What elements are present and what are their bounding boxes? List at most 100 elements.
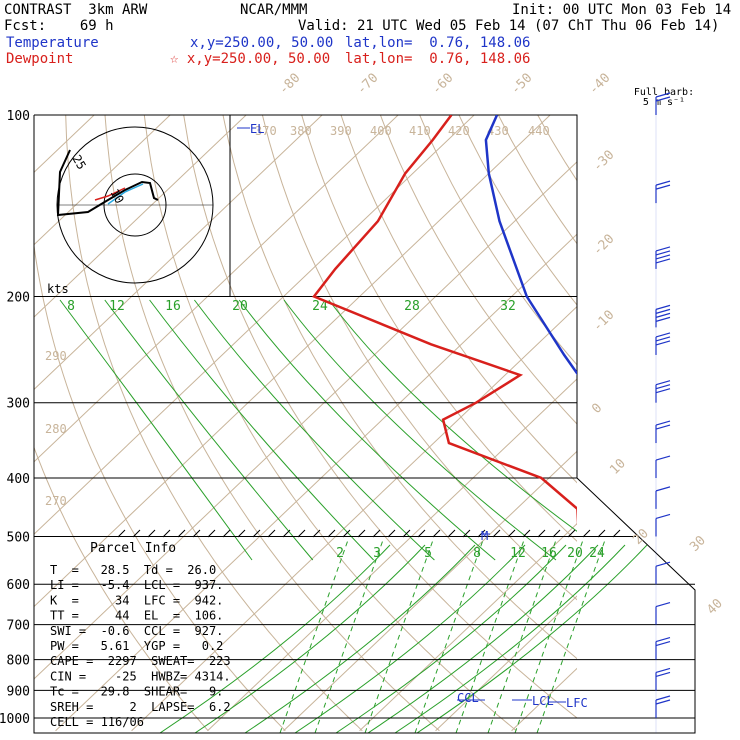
isotherm-line <box>283 450 577 732</box>
isotherm-label: -30 <box>590 148 617 175</box>
wind-barb-flag <box>655 304 671 310</box>
mixing-ratio-label: 12 <box>510 546 526 561</box>
dry-adiabat-line <box>143 115 517 732</box>
moist-adiabat-line <box>194 544 426 733</box>
wind-barb-flag <box>655 486 671 492</box>
mixing-ratio-line <box>279 539 349 733</box>
wind-barb-flag <box>655 254 671 260</box>
dewpoint-xy: ☆ x,y=250.00, 50.00 <box>170 51 331 67</box>
dewpoint-profile-line <box>312 115 577 526</box>
wind-barb-flag <box>655 96 671 102</box>
isotherm-label: -80 <box>276 71 303 98</box>
isotherm-line <box>435 595 577 732</box>
model-label: CONTRAST 3km ARW <box>4 2 148 18</box>
moist-adiabat-label: 12 <box>109 299 125 314</box>
pressure-tick-label: 100 <box>7 109 30 124</box>
potential-temp-label: 420 <box>448 124 470 138</box>
parcel-info-row: TT = 44 EL = 106. <box>50 609 223 623</box>
moist-adiabat-line <box>104 299 314 561</box>
wind-barb-flag <box>655 671 671 677</box>
mixing-ratio-line <box>514 539 584 733</box>
mixing-ratio-label: 8 <box>473 546 481 561</box>
moist-adiabat-line <box>294 544 526 733</box>
hodograph-ring-label: 10 <box>107 187 126 207</box>
wind-barb-flag <box>655 636 671 643</box>
mixing-ratio-label: 16 <box>541 546 557 561</box>
moist-adiabat-label: 20 <box>232 299 248 314</box>
mixing-ratio-line <box>314 539 384 733</box>
dry-adiabat-line <box>34 446 209 732</box>
moist-adiabat-label: 16 <box>165 299 181 314</box>
hodograph-ring-label: 25 <box>69 153 88 173</box>
mixing-ratio-line <box>487 539 557 733</box>
wind-barb-flag <box>655 695 671 701</box>
wind-barb-flag <box>655 180 671 186</box>
isotherm-label: 40 <box>704 596 726 618</box>
pressure-tick-label: 600 <box>7 578 30 593</box>
wind-barb-flag <box>655 699 671 705</box>
wind-barb-flag <box>655 184 671 190</box>
barb-legend-line2: 5 m s⁻¹ <box>643 97 685 108</box>
freezing-level-hatch <box>117 529 621 538</box>
hodograph-mean-wind <box>107 183 144 205</box>
parcel-info-row: K = 34 LFC = 942. <box>50 593 223 607</box>
mixing-ratio-line <box>536 539 606 733</box>
level-marker-label: CCL <box>457 691 479 705</box>
potential-temp-label: 440 <box>528 124 550 138</box>
dry-adiabat-line <box>183 115 577 719</box>
parcel-info-row: CAPE = 2297 SWEAT= 223 <box>50 654 231 668</box>
parcel-info-row: PW = 5.61 YGP = 0.2 <box>50 639 223 653</box>
parcel-info-row: Tc = 29.8 SHEAR= 9. <box>50 685 223 699</box>
moist-adiabat-line <box>394 544 626 733</box>
isotherm-line <box>34 115 399 463</box>
level-marker-label: M <box>481 529 488 543</box>
isotherm-line <box>131 305 577 732</box>
forecast-hour: Fcst: 69 h <box>4 18 114 34</box>
moist-adiabat-line <box>159 544 391 733</box>
moist-adiabat-label: 8 <box>67 299 75 314</box>
dewpoint-latlon: lat,lon= 0.76, 148.06 <box>345 51 531 67</box>
dry-adiabat-line <box>379 115 577 425</box>
dry-adiabat-line <box>34 242 286 732</box>
wind-barb-flag <box>655 380 671 386</box>
dry-adiabat-line <box>301 115 577 542</box>
wind-barb-flag <box>655 513 671 520</box>
temperature-profile-line <box>484 115 577 376</box>
dry-adiabat-line <box>600 87 740 730</box>
moist-adiabat-line <box>335 544 567 733</box>
moist-adiabat-line <box>416 544 648 733</box>
isotherm-line <box>34 115 171 246</box>
wind-barb-flag <box>655 308 671 314</box>
wind-barb-flag <box>655 316 671 322</box>
dry-adiabat-line <box>419 115 577 366</box>
wind-barb-flag <box>655 602 671 608</box>
wind-barb-flag <box>655 640 671 647</box>
pressure-tick-label: 200 <box>7 291 30 306</box>
isotherm-line <box>34 115 551 608</box>
wind-barb-flag <box>655 424 671 430</box>
dry-adiabat-line <box>676 87 740 730</box>
potential-temp-label: 400 <box>370 124 392 138</box>
potential-temp-label: 390 <box>330 124 352 138</box>
barb-legend-line1: Full barb: <box>634 87 694 98</box>
isotherm-line <box>588 87 740 730</box>
dry-adiabat-line <box>65 115 363 732</box>
dry-adiabat-line <box>104 115 440 732</box>
plot-frame <box>33 114 696 734</box>
potential-temp-label: 380 <box>290 124 312 138</box>
pressure-tick-label: 500 <box>7 530 30 545</box>
isotherm-label: -50 <box>508 71 535 98</box>
moist-adiabat-line <box>149 299 374 561</box>
dry-adiabat-line <box>340 115 577 484</box>
mixing-ratio-label: 5 <box>424 546 432 561</box>
wind-barb-flag <box>655 340 671 346</box>
mixing-ratio-label: 20 <box>567 546 583 561</box>
pressure-tick-label: 400 <box>7 472 30 487</box>
parcel-info-row: T = 28.5 Td = 26.0 <box>50 563 216 577</box>
moist-adiabat-label: 32 <box>500 299 516 314</box>
mixing-ratio-label: 3 <box>373 546 381 561</box>
dry-adiabat-line <box>714 87 740 730</box>
wind-barb-flag <box>655 561 671 567</box>
mixing-ratio-label: 2 <box>336 546 344 561</box>
